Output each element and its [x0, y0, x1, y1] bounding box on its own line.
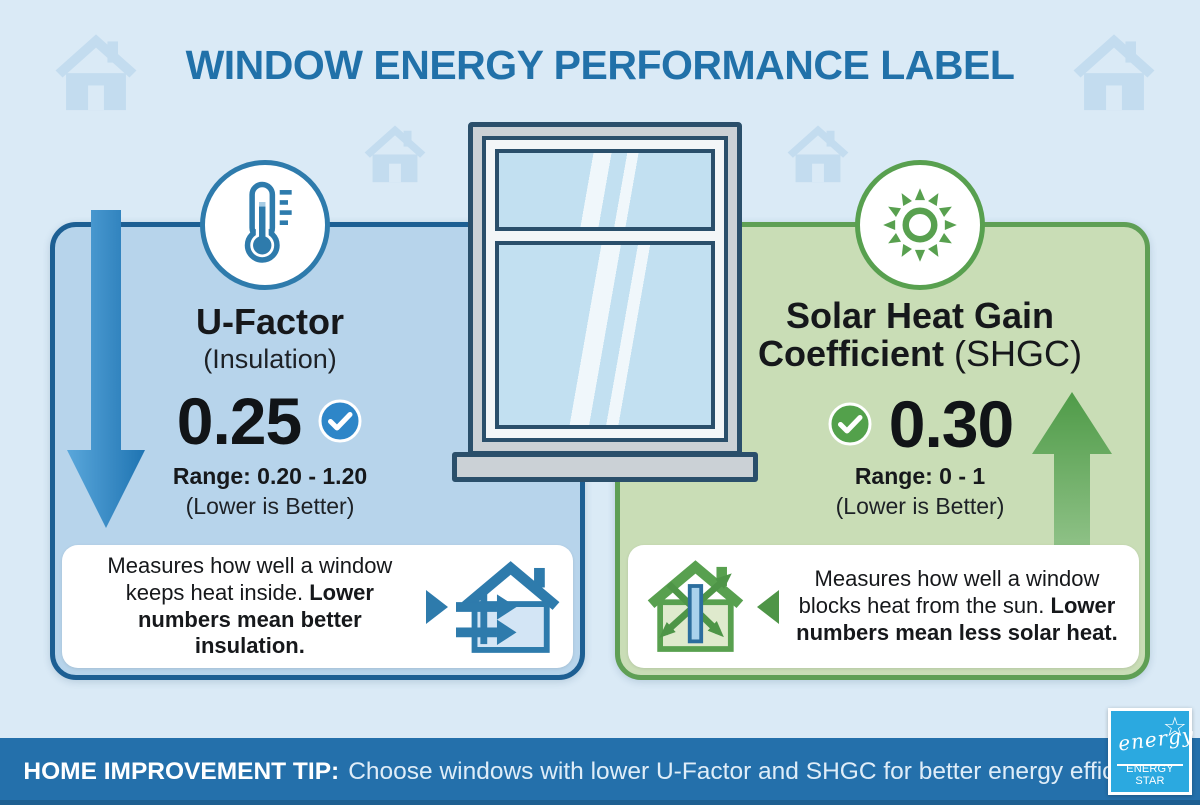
shgc-value-row: 0.30 [710, 386, 1130, 462]
shgc-value: 0.30 [888, 387, 1014, 461]
check-circle-icon [828, 402, 872, 446]
tip-text: Choose windows with lower U-Factor and S… [348, 757, 1177, 785]
logo-divider [1117, 764, 1183, 766]
tip-label: HOME IMPROVEMENT TIP: [23, 757, 340, 785]
house-sun-block-icon [647, 559, 744, 652]
triangle-left-icon [756, 589, 779, 624]
window-pane-top [495, 149, 715, 231]
shgc-heading-bold: Solar Heat Gain Coefficient [757, 295, 1055, 375]
window-illustration [468, 122, 742, 456]
sun-badge [855, 160, 985, 290]
thermometer-badge [200, 160, 330, 290]
shgc-description: Measures how well a window blocks heat f… [789, 566, 1125, 646]
sun-icon [883, 188, 957, 262]
shgc-heading: Solar Heat Gain Coefficient (SHGC) [710, 295, 1130, 375]
arrow-up-icon [1032, 392, 1112, 546]
ufactor-description-emphasis: Lower numbers mean better insulation. [137, 579, 374, 659]
page-title: WINDOW ENERGY PERFORMANCE LABEL [185, 42, 1015, 88]
shgc-heading-suffix: (SHGC) [944, 333, 1082, 375]
house-icon [787, 125, 849, 183]
shgc-description-normal: Measures how well a window blocks heat f… [798, 566, 1100, 619]
ufactor-description-normal: Measures how well a window keeps heat in… [107, 552, 393, 605]
ufactor-value-row: 0.25 [60, 383, 480, 459]
triangle-right-icon [425, 589, 448, 624]
ufactor-value: 0.25 [176, 384, 302, 458]
ufactor-description-box: Measures how well a window keeps heat in… [62, 545, 573, 668]
window-inner-frame [482, 136, 728, 442]
window-pane-bottom [495, 241, 715, 429]
house-heat-in-icon [455, 560, 560, 653]
shgc-range: Range: 0 - 1 [854, 463, 986, 489]
arrow-down-icon [67, 210, 145, 528]
ufactor-subheading: (Insulation) [203, 344, 337, 374]
energy-star-logo: energy ☆ ENERGY STAR [1108, 708, 1195, 795]
check-circle-icon [318, 399, 362, 443]
ufactor-range-note: (Lower is Better) [185, 493, 355, 519]
energy-star-label: ENERGY STAR [1126, 763, 1174, 787]
shgc-range-note: (Lower is Better) [835, 493, 1005, 519]
ufactor-range: Range: 0.20 - 1.20 [172, 463, 368, 489]
ufactor-heading: U-Factor [195, 301, 344, 342]
shgc-description-box: Measures how well a window blocks heat f… [628, 545, 1139, 668]
star-icon: ☆ [1162, 712, 1187, 742]
tip-bar: HOME IMPROVEMENT TIP: Choose windows wit… [0, 738, 1200, 805]
ufactor-description: Measures how well a window keeps heat in… [84, 553, 416, 660]
shgc-description-emphasis: Lower numbers mean less solar heat. [796, 593, 1118, 645]
house-icon [364, 125, 426, 183]
window-sill [452, 452, 758, 482]
thermometer-icon [244, 181, 292, 263]
